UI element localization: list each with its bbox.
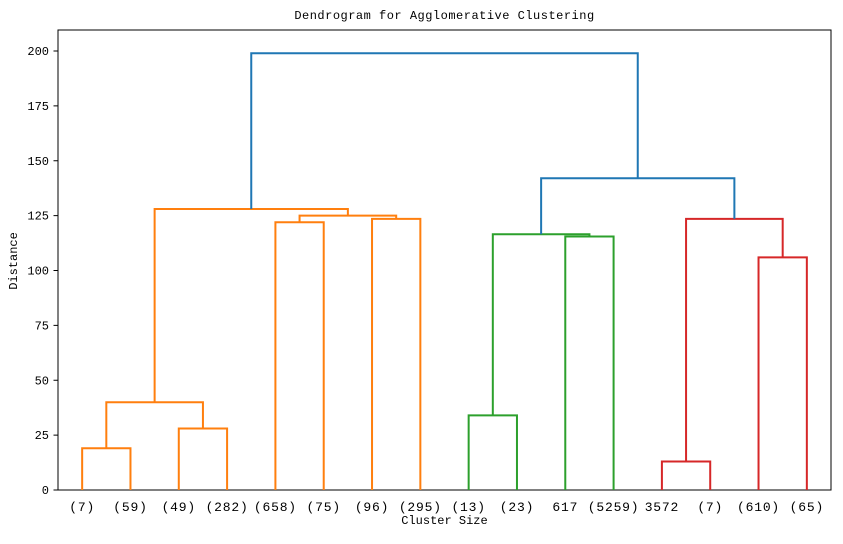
leaf-label: (7): [697, 500, 723, 515]
leaf-label: (65): [790, 500, 824, 515]
leaf-label: (282): [206, 500, 249, 515]
axes-frame: [57, 29, 832, 491]
dendrogram-link-orange: [371, 217, 422, 490]
dendrogram-link-red: [660, 460, 712, 490]
dendrogram-link-orange: [81, 447, 132, 490]
leaf-label: 3572: [645, 500, 679, 515]
y-tick-label: 175: [27, 100, 49, 114]
dendrogram-link-orange: [105, 401, 204, 449]
dendrogram-link-blue: [540, 177, 736, 235]
chart-title: Dendrogram for Agglomerative Clustering: [294, 9, 595, 23]
leaf-label: (658): [254, 500, 297, 515]
leaf-label: (295): [399, 500, 442, 515]
leaf-label: (13): [451, 500, 485, 515]
y-tick-label: 50: [35, 374, 49, 388]
leaf-label: (49): [162, 500, 196, 515]
x-axis-label: Cluster Size: [401, 514, 488, 528]
leaf-label: (96): [355, 500, 389, 515]
dendrogram-link-blue: [250, 52, 639, 210]
y-tick-label: 200: [27, 45, 49, 59]
y-tick-label: 100: [27, 265, 49, 279]
dendrogram-link-orange: [153, 208, 349, 403]
dendrogram-link-red: [757, 256, 808, 490]
dendrogram-link-green: [467, 414, 518, 490]
leaf-label: (610): [737, 500, 780, 515]
leaf-label: (7): [69, 500, 95, 515]
leaf-label: (75): [307, 500, 341, 515]
leaf-label: (5259): [588, 500, 640, 515]
dendrogram-link-green: [564, 235, 615, 490]
dendrogram-link-red: [685, 217, 784, 462]
y-tick-label: 25: [35, 429, 49, 443]
dendrogram-link-orange: [177, 427, 229, 490]
y-tick-label: 150: [27, 155, 49, 169]
leaf-label: (23): [500, 500, 534, 515]
y-tick-label: 75: [35, 319, 49, 333]
dendrogram-link-orange: [274, 221, 325, 490]
leaf-label: (59): [113, 500, 147, 515]
y-tick-label: 125: [27, 210, 49, 224]
y-tick-label: 0: [42, 484, 49, 498]
leaf-label: 617: [552, 500, 578, 515]
dendrogram-link-green: [491, 233, 591, 416]
